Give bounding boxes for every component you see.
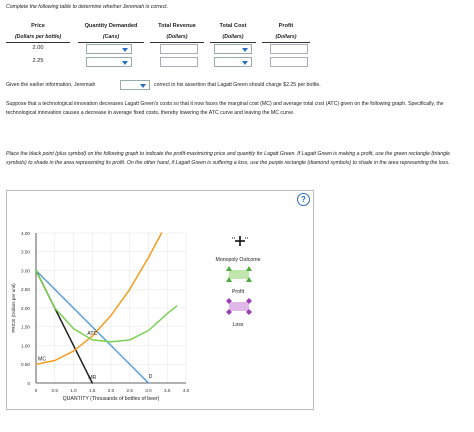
x-tick-label: 3.5 [164, 388, 171, 393]
subheader-quantity: (Cans) [102, 34, 120, 40]
x-tick-label: 1.0 [70, 388, 77, 393]
table-prompt: Complete the following table to determin… [6, 4, 169, 10]
graph-curves [35, 232, 178, 384]
graph-axes [35, 233, 186, 384]
monopoly-outcome-tool[interactable] [232, 236, 248, 246]
y-tick-label: 1.50 [21, 325, 30, 330]
loss-tool[interactable] [226, 298, 252, 315]
curve-label-mc: MC [38, 356, 46, 362]
curve-label-d: D [149, 374, 153, 380]
header-total-revenue: Total Revenue [158, 23, 196, 29]
legend-loss: Loss [233, 322, 244, 328]
header-rule [210, 42, 256, 43]
header-price: Price [31, 23, 45, 29]
x-tick-label: 0.5 [52, 388, 59, 393]
jeremiah-correctness-dropdown[interactable] [120, 80, 150, 90]
header-quantity: Quantity Demanded [84, 23, 138, 29]
price-cell-row-2: 2.25 [32, 58, 44, 64]
graph-panel [6, 190, 314, 410]
x-tick-label: 1.5 [89, 388, 96, 393]
header-profit: Profit [278, 23, 294, 29]
chevron-down-icon [122, 48, 128, 52]
curve-label-atc: ATC [87, 331, 97, 337]
y-tick-label: 2.50 [21, 287, 30, 292]
total-cost-dropdown-row-2[interactable] [214, 57, 252, 67]
subheader-total-cost: (Dollars) [222, 34, 244, 40]
curve-d [35, 269, 150, 384]
total-revenue-input-row-1[interactable] [160, 44, 198, 54]
x-tick-label: 2.5 [127, 388, 134, 393]
profit-input-row-2[interactable] [270, 57, 308, 67]
header-rule [6, 42, 70, 43]
price-cell-row-1: 2.00 [32, 45, 44, 51]
legend-monopoly-outcome: Monopoly Outcome [216, 257, 261, 263]
innovation-paragraph: Suppose that a technological innovation … [6, 101, 444, 116]
y-tick-label: 1.00 [21, 343, 30, 348]
header-rule [262, 42, 310, 43]
total-revenue-input-row-2[interactable] [160, 57, 198, 67]
y-tick-label: 4.00 [21, 231, 30, 236]
given-text-before: Given the earlier information, Jeremiah [6, 82, 96, 88]
y-axis-title: PRICE (Dollars per unit) [11, 283, 16, 333]
chevron-down-icon [242, 48, 248, 52]
y-tick-label: 3.50 [21, 250, 30, 255]
subheader-price: (Dollars per bottle) [14, 34, 62, 40]
curve-label-mr: MR [88, 375, 96, 381]
graph-labels: 0 0.50 1.00 1.50 2.00 2.50 3.00 3.50 4.00 0 0.5 1.0… [11, 231, 190, 402]
x-tick-label: 3.0 [145, 388, 152, 393]
header-rule [150, 42, 204, 43]
profit-input-row-1[interactable] [270, 44, 308, 54]
placement-instructions: Place the black point (plus symbol) on t… [6, 151, 451, 166]
x-tick-label: 2.0 [108, 388, 115, 393]
y-tick-label: 0.50 [21, 362, 30, 367]
chevron-down-icon [140, 84, 146, 88]
x-axis-title: QUANTITY (Thousands of bottles of beer) [63, 396, 160, 402]
profit-tool[interactable] [226, 266, 252, 282]
subheader-profit: (Dollars) [275, 34, 297, 40]
quantity-dropdown-row-1[interactable] [86, 44, 132, 54]
header-total-cost: Total Cost [219, 23, 247, 29]
given-text-after: correct in his assertion that Lagatt Gre… [154, 82, 321, 88]
y-tick-label: 2.00 [21, 306, 30, 311]
x-tick-label: 0 [35, 388, 38, 393]
y-tick-label: 0 [27, 381, 30, 386]
legend-profit: Profit [232, 289, 245, 295]
curve-mc [35, 232, 163, 366]
graph-grid [35, 232, 187, 384]
help-button[interactable]: ? [297, 193, 310, 206]
chevron-down-icon [242, 61, 248, 65]
quantity-dropdown-row-2[interactable] [86, 57, 132, 67]
total-cost-dropdown-row-1[interactable] [214, 44, 252, 54]
x-tick-label: 4.0 [183, 388, 190, 393]
curve-atc [35, 269, 178, 343]
subheader-total-revenue: (Dollars) [166, 34, 188, 40]
chevron-down-icon [122, 61, 128, 65]
y-tick-label: 3.00 [21, 268, 30, 273]
header-rule [78, 42, 144, 43]
